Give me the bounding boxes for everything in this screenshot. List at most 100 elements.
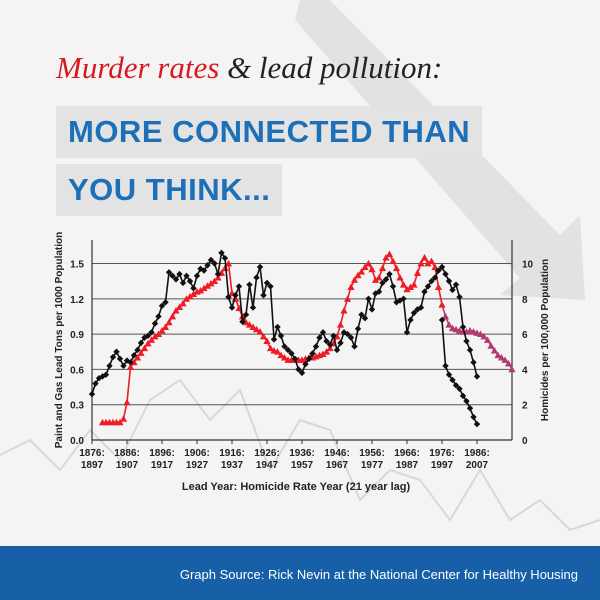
lead-point xyxy=(168,312,177,320)
lead-point xyxy=(133,354,142,361)
lead-point xyxy=(207,279,215,287)
x-tick-label-homicide: 1997 xyxy=(431,460,454,471)
y-left-tick-label: 0.6 xyxy=(70,365,84,376)
series-1-segment xyxy=(420,291,426,308)
homicide-point xyxy=(218,249,225,257)
homicide-point xyxy=(473,420,481,428)
homicide-point xyxy=(295,366,302,373)
lead-point xyxy=(389,257,397,265)
homicide-point xyxy=(204,262,211,269)
homicide-point xyxy=(232,292,239,299)
homicide-point xyxy=(438,316,446,324)
homicide-point xyxy=(302,360,309,368)
x-tick-label-lead: 1956: xyxy=(359,448,385,459)
homicide-point xyxy=(459,392,467,400)
homicide-point xyxy=(186,277,194,285)
homicide-point xyxy=(456,385,463,393)
footer-bar: Graph Source: Rick Nevin at the National… xyxy=(0,546,600,600)
homicide-point xyxy=(414,306,421,313)
lead-point xyxy=(280,354,289,361)
x-tick-label-homicide: 1937 xyxy=(221,460,244,471)
y-right-tick-label: 8 xyxy=(522,295,528,306)
lead-point xyxy=(406,283,415,290)
homicide-point xyxy=(312,343,320,350)
y-left-tick-label: 0.3 xyxy=(70,401,84,412)
lead-homicide-chart: 0.00.30.60.91.21.502468101876:18971886:1… xyxy=(54,232,551,493)
series-1-segment xyxy=(353,328,359,347)
homicide-point xyxy=(456,293,463,301)
lead-point xyxy=(224,259,233,267)
x-tick-label-homicide: 1967 xyxy=(326,460,349,471)
homicide-point xyxy=(246,281,253,288)
series-1-segment xyxy=(238,286,244,322)
lead-point xyxy=(256,328,264,335)
lead-point xyxy=(427,257,436,265)
homicide-point xyxy=(197,265,204,272)
lead-point xyxy=(172,306,180,314)
lead-point xyxy=(182,295,191,302)
series-1-segment xyxy=(245,284,251,315)
lead-point xyxy=(501,356,509,363)
homicide-point xyxy=(92,380,99,387)
x-tick-label-lead: 1986: xyxy=(464,448,490,459)
series-1-segment xyxy=(269,286,275,340)
homicide-point xyxy=(211,260,218,267)
lead-point xyxy=(508,365,516,373)
homicide-point xyxy=(410,309,418,317)
lead-point xyxy=(396,274,404,281)
x-tick-label-homicide: 1987 xyxy=(396,460,419,471)
homicide-point xyxy=(431,274,439,281)
lead-point xyxy=(266,344,275,352)
homicide-point xyxy=(253,274,260,281)
y-right-tick-label: 10 xyxy=(522,259,534,270)
homicide-point xyxy=(148,329,155,336)
lead-point xyxy=(196,286,205,294)
x-tick-label-homicide: 1947 xyxy=(256,460,279,471)
homicide-point xyxy=(333,346,341,354)
y-right-tick-label: 2 xyxy=(522,401,528,412)
series-0-segment xyxy=(227,263,233,294)
lead-point xyxy=(210,277,219,285)
y-right-tick-label: 0 xyxy=(522,436,528,447)
lead-point xyxy=(441,312,450,320)
homicide-point xyxy=(365,295,372,302)
homicide-point xyxy=(375,288,383,295)
lead-point xyxy=(417,259,425,267)
series-1-segment xyxy=(402,298,408,333)
series-1-segment xyxy=(217,252,223,275)
homicide-point xyxy=(452,281,460,288)
x-tick-label-homicide: 1957 xyxy=(291,460,314,471)
homicide-point xyxy=(445,277,453,285)
lead-point xyxy=(364,259,373,267)
lead-point xyxy=(445,321,453,328)
lead-point xyxy=(147,336,156,343)
lead-point xyxy=(126,363,135,370)
homicide-point xyxy=(158,302,166,310)
lead-point xyxy=(361,263,369,270)
series-1-segment xyxy=(252,277,258,308)
x-tick-label-lead: 1896: xyxy=(149,448,175,459)
homicide-point xyxy=(323,337,330,345)
homicide-point xyxy=(120,362,127,370)
homicide-point xyxy=(347,334,355,341)
lead-point xyxy=(438,301,446,308)
homicide-point xyxy=(351,343,358,350)
homicide-point xyxy=(424,283,432,290)
lead-point xyxy=(413,269,422,276)
homicide-point xyxy=(337,339,344,347)
homicide-point xyxy=(277,332,285,340)
homicide-point xyxy=(179,279,187,287)
series-1-segment xyxy=(458,296,464,328)
homicide-point xyxy=(162,299,169,306)
lead-point xyxy=(476,330,485,337)
x-axis-label: Lead Year: Homicide Rate Year (21 year l… xyxy=(182,481,411,493)
homicide-point xyxy=(298,369,306,377)
headline: Murder rates & lead pollution: xyxy=(56,50,442,86)
y-left-axis-label: Paint and Gas Lead Tons per 1000 Populat… xyxy=(54,232,65,449)
x-tick-label-lead: 1976: xyxy=(429,448,455,459)
x-tick-label-lead: 1936: xyxy=(289,448,315,459)
homicide-point xyxy=(379,279,386,287)
homicide-point xyxy=(305,355,313,362)
graph-source: Graph Source: Rick Nevin at the National… xyxy=(179,567,578,582)
homicide-point xyxy=(193,272,201,280)
